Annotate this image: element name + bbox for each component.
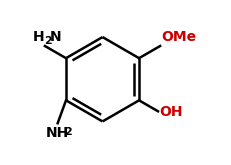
Text: 2: 2 xyxy=(64,127,72,137)
Text: 2: 2 xyxy=(44,35,52,46)
Text: OH: OH xyxy=(160,105,183,119)
Text: NH: NH xyxy=(46,126,69,140)
Text: OMe: OMe xyxy=(162,30,197,44)
Text: N: N xyxy=(49,30,61,44)
Text: H: H xyxy=(33,30,44,44)
